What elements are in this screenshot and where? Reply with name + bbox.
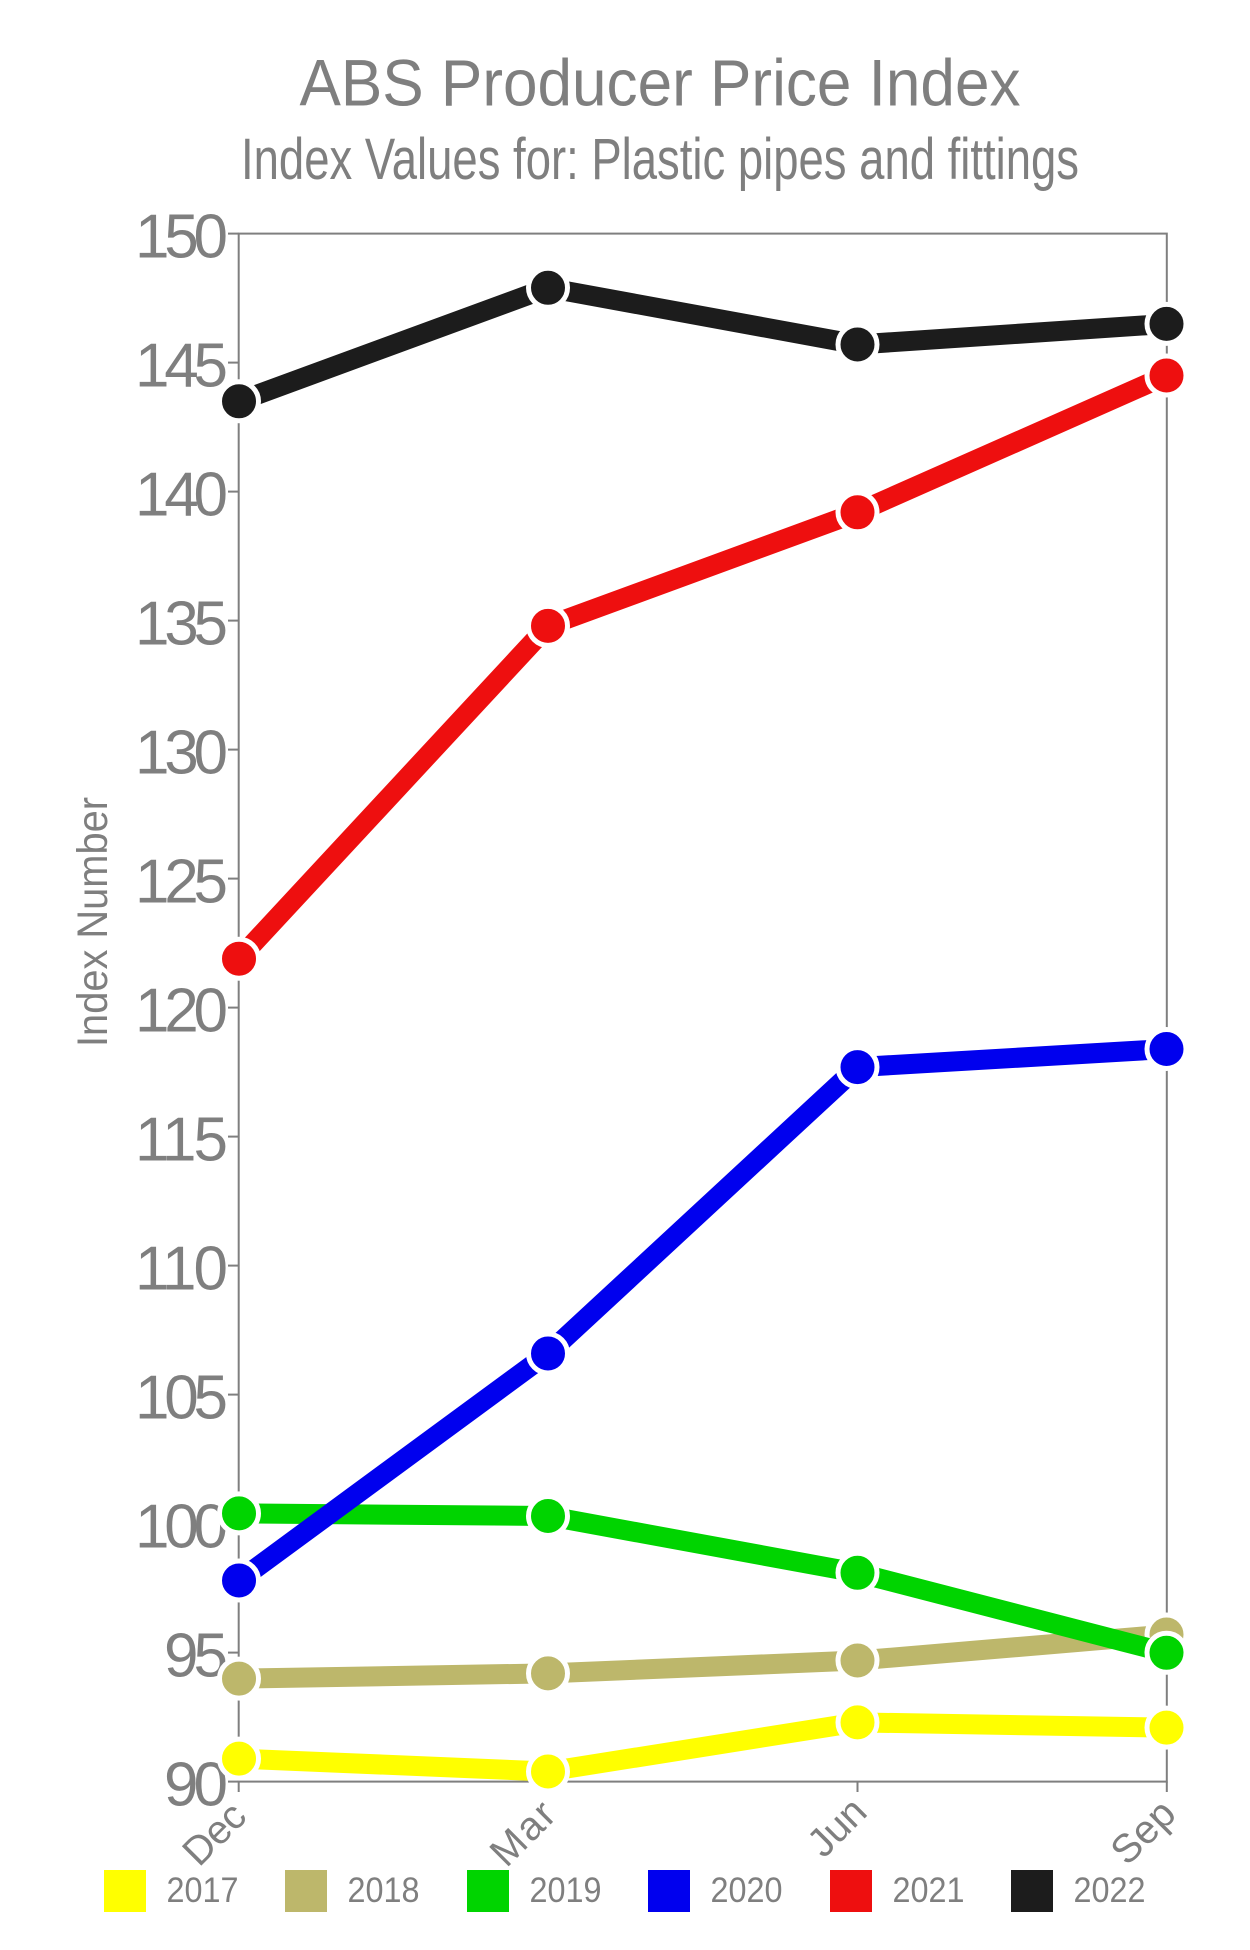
svg-text:2020: 2020: [711, 1871, 783, 1910]
svg-text:ABS Producer Price Index: ABS Producer Price Index: [300, 46, 1021, 120]
svg-text:2021: 2021: [893, 1871, 965, 1910]
svg-text:120: 120: [135, 976, 228, 1045]
svg-text:145: 145: [135, 331, 228, 400]
svg-text:140: 140: [135, 460, 228, 529]
svg-text:125: 125: [135, 847, 228, 916]
svg-text:2019: 2019: [530, 1871, 602, 1910]
svg-text:2017: 2017: [167, 1871, 239, 1910]
svg-text:100: 100: [135, 1492, 228, 1561]
svg-text:150: 150: [135, 202, 228, 271]
svg-text:2018: 2018: [348, 1871, 420, 1910]
svg-text:2022: 2022: [1074, 1871, 1146, 1910]
svg-text:Index Values for: Plastic pipe: Index Values for: Plastic pipes and fitt…: [241, 127, 1079, 192]
svg-text:105: 105: [135, 1363, 228, 1432]
svg-text:130: 130: [135, 718, 228, 787]
svg-text:Index Number: Index Number: [69, 797, 117, 1047]
svg-text:115: 115: [135, 1105, 228, 1174]
svg-text:110: 110: [135, 1234, 228, 1303]
svg-text:135: 135: [135, 589, 228, 658]
